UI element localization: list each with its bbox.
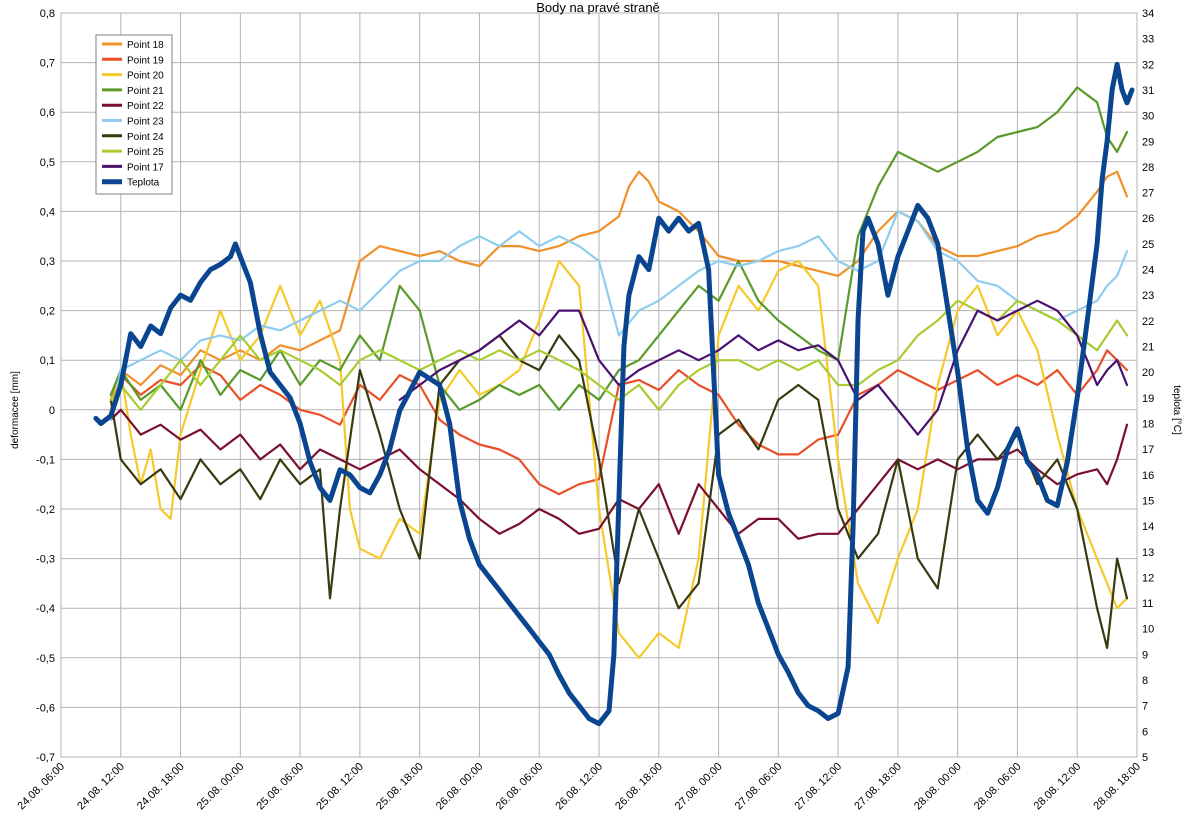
y2-tick-label: 24 <box>1142 265 1154 277</box>
x-tick-label: 28.08. 00:00 <box>912 761 964 813</box>
x-tick-label: 25.08. 18:00 <box>374 761 426 813</box>
y2-tick-label: 13 <box>1142 547 1154 559</box>
legend-box <box>95 34 173 195</box>
y2-tick-label: 30 <box>1142 111 1154 123</box>
x-tick-label: 25.08. 12:00 <box>314 761 366 813</box>
series-line-point-20 <box>109 259 1129 659</box>
y-tick-label: 0,6 <box>40 107 55 119</box>
chart-title: Body na pravé straně <box>536 0 660 15</box>
y-tick-label: -0,1 <box>36 454 55 466</box>
x-tick-label: 25.08. 00:00 <box>195 761 247 813</box>
x-tick-label: 24.08. 12:00 <box>75 761 127 813</box>
plot-frame <box>60 12 1138 758</box>
y2-tick-label: 29 <box>1142 136 1154 148</box>
series-line-point-24 <box>109 334 1129 650</box>
y2-tick-label: 14 <box>1142 521 1154 533</box>
y-tick-label: -0,7 <box>36 752 55 764</box>
legend-label: Point 25 <box>127 147 164 158</box>
series-line-point-23 <box>109 210 1129 421</box>
y2-tick-label: 20 <box>1142 367 1154 379</box>
x-tick-label: 28.08. 12:00 <box>1032 761 1084 813</box>
legend-label: Point 21 <box>127 86 164 97</box>
y2-tick-label: 11 <box>1142 598 1153 610</box>
y2-tick-label: 6 <box>1142 726 1148 738</box>
y2-tick-label: 16 <box>1142 470 1154 482</box>
y2-tick-label: 33 <box>1142 34 1154 46</box>
series-line-point-21 <box>109 86 1129 411</box>
legend-label: Point 24 <box>127 132 164 143</box>
x-tick-label: 26.08. 18:00 <box>613 761 665 813</box>
y2-tick-label: 23 <box>1142 290 1154 302</box>
y2-tick-label: 7 <box>1142 701 1148 713</box>
y-tick-label: 0,1 <box>40 355 55 367</box>
y2-tick-label: 18 <box>1142 418 1154 430</box>
y2-tick-label: 31 <box>1142 85 1154 97</box>
x-tick-label: 27.08. 00:00 <box>673 761 725 813</box>
legend-label: Point 17 <box>127 162 164 173</box>
series-line-point-18 <box>109 170 1129 401</box>
y-tick-label: -0,4 <box>36 603 55 615</box>
y2-tick-label: 22 <box>1142 316 1154 328</box>
y2-axis-title: teplota [°C] <box>1171 385 1182 435</box>
y-tick-label: 0,7 <box>40 58 55 70</box>
y2-tick-label: 9 <box>1142 649 1148 661</box>
y-tick-label: 0,4 <box>40 206 55 218</box>
legend-label: Teplota <box>127 178 160 189</box>
legend-label: Point 22 <box>127 101 164 112</box>
y-tick-label: -0,2 <box>36 504 55 516</box>
x-tick-label: 25.08. 06:00 <box>254 761 306 813</box>
y2-tick-label: 5 <box>1142 752 1148 764</box>
y-tick-label: 0 <box>49 405 55 417</box>
x-tick-label: 28.08. 06:00 <box>972 761 1024 813</box>
y-tick-label: -0,6 <box>36 702 55 714</box>
y-tick-label: 0,2 <box>40 306 55 318</box>
y2-tick-label: 25 <box>1142 239 1154 251</box>
legend-label: Point 20 <box>127 71 164 82</box>
legend: Point 18 Point 19 Point 20 Point 21 Point 22… <box>95 34 173 195</box>
y2-tick-label: 32 <box>1142 59 1154 71</box>
x-tick-label: 27.08. 12:00 <box>792 761 844 813</box>
y2-tick-label: 26 <box>1142 213 1154 225</box>
y-tick-label: 0,5 <box>40 157 55 169</box>
y2-tick-label: 10 <box>1142 624 1154 636</box>
series-line-point-19 <box>109 349 1129 496</box>
x-tick-label: 24.08. 18:00 <box>135 761 187 813</box>
x-tick-label: 24.08. 06:00 <box>15 761 67 813</box>
y2-tick-label: 12 <box>1142 572 1154 584</box>
series-line-teplota <box>93 61 1135 727</box>
legend-label: Point 18 <box>127 40 164 51</box>
x-tick-label: 26.08. 12:00 <box>553 761 605 813</box>
y2-tick-label: 28 <box>1142 162 1154 174</box>
y2-tick-label: 8 <box>1142 675 1148 687</box>
y2-tick-label: 15 <box>1142 495 1154 507</box>
y-tick-label: 0,3 <box>40 256 55 268</box>
y2-tick-label: 21 <box>1142 342 1154 354</box>
y2-tick-label: 27 <box>1142 188 1154 200</box>
x-tick-label: 26.08. 06:00 <box>494 761 546 813</box>
y-axis-title: deformacee [mm] <box>10 371 21 449</box>
y2-tick-label: 19 <box>1142 393 1154 405</box>
x-tick-label: 27.08. 18:00 <box>852 761 904 813</box>
y2-tick-label: 17 <box>1142 444 1154 456</box>
y-tick-label: -0,3 <box>36 554 55 566</box>
x-tick-label: 28.08. 18:00 <box>1091 761 1143 813</box>
x-tick-label: 26.08. 00:00 <box>434 761 486 813</box>
x-tick-label: 27.08. 06:00 <box>733 761 785 813</box>
legend-label: Point 23 <box>127 117 164 128</box>
y2-tick-label: 34 <box>1142 8 1154 20</box>
legend-label: Point 19 <box>127 55 164 66</box>
y-tick-label: -0,5 <box>36 653 55 665</box>
series-line-point-17 <box>398 299 1129 436</box>
series-line-point-22 <box>109 408 1129 540</box>
y-tick-label: 0,8 <box>40 8 55 20</box>
